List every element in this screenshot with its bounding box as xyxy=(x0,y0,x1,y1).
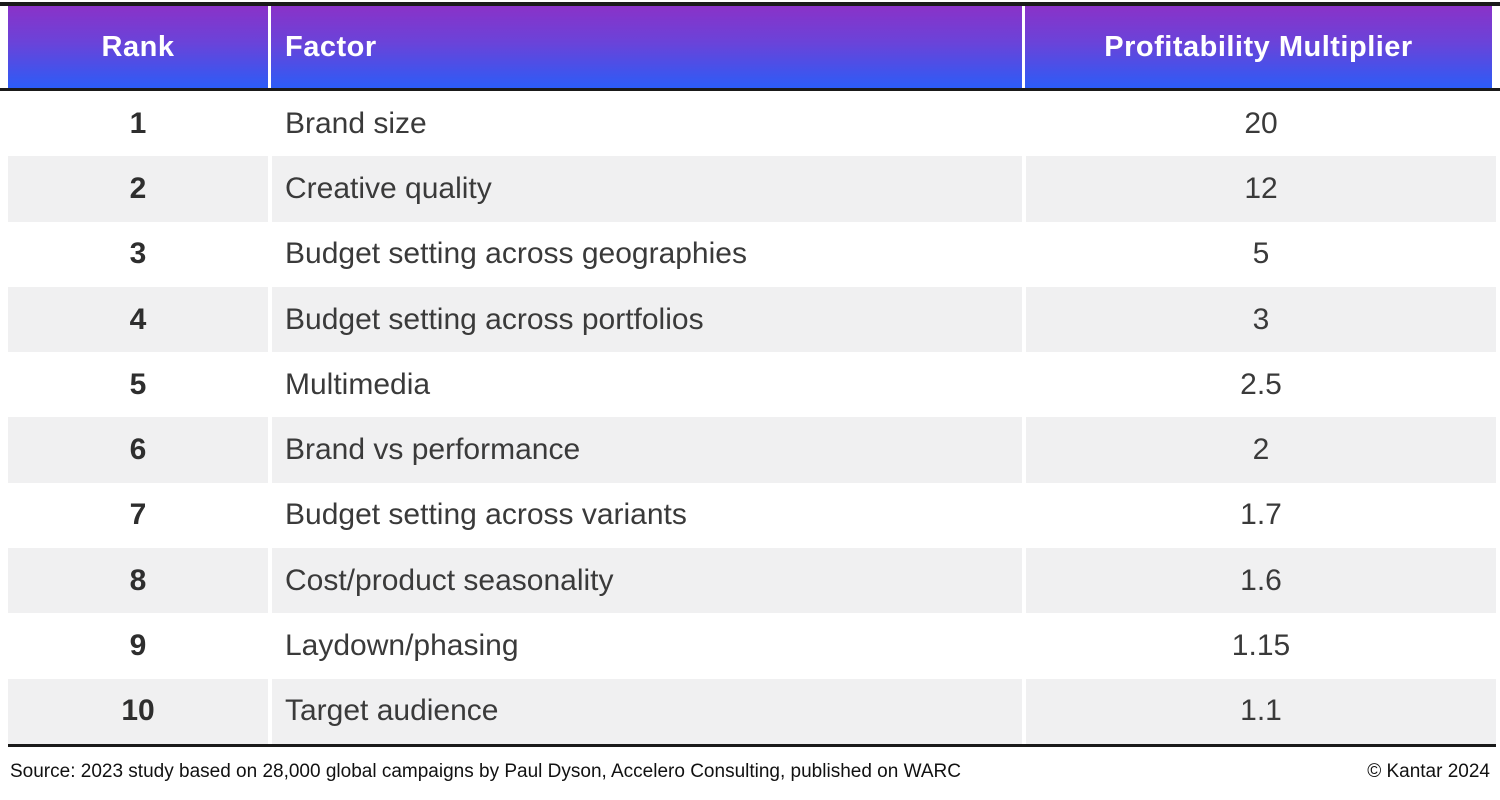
multiplier-cell: 2.5 xyxy=(1022,352,1496,418)
column-header-profitability-multiplier: Profitability Multiplier xyxy=(1022,6,1492,88)
multiplier-cell: 12 xyxy=(1022,156,1496,222)
rank-cell: 2 xyxy=(129,171,147,205)
multiplier-cell: 1.6 xyxy=(1022,548,1496,614)
source-note: Source: 2023 study based on 28,000 globa… xyxy=(10,761,961,783)
multiplier-cell: 20 xyxy=(1022,91,1496,157)
factor-cell: Brand size xyxy=(268,91,1022,157)
table-body: 1 Brand size 20 2 Creative quality 12 3 … xyxy=(8,91,1496,747)
multiplier-cell: 1.1 xyxy=(1022,678,1496,744)
rank-cell: 10 xyxy=(121,694,155,728)
multiplier-cell: 3 xyxy=(1022,286,1496,353)
table-row: 8 Cost/product seasonality 1.6 xyxy=(8,548,1496,614)
rank-cell: 7 xyxy=(129,498,147,532)
factor-cell: Budget setting across portfolios xyxy=(268,286,1022,353)
table-row: 10 Target audience 1.1 xyxy=(8,678,1496,744)
footer: Source: 2023 study based on 28,000 globa… xyxy=(0,747,1500,798)
table-row: 3 Budget setting across geographies 5 xyxy=(8,221,1496,287)
column-header-factor: Factor xyxy=(268,6,1022,88)
rank-cell: 1 xyxy=(129,106,147,140)
factor-cell: Laydown/phasing xyxy=(268,613,1022,679)
multiplier-cell: 5 xyxy=(1022,221,1496,287)
table-row: 1 Brand size 20 xyxy=(8,91,1496,157)
rank-cell: 6 xyxy=(129,433,147,467)
factor-cell: Budget setting across geographies xyxy=(268,221,1022,287)
factor-cell: Budget setting across variants xyxy=(268,482,1022,549)
factor-cell: Multimedia xyxy=(268,352,1022,418)
rank-cell: 5 xyxy=(129,367,147,401)
table-header-band: Rank Factor Profitability Multiplier xyxy=(0,2,1500,91)
table-row: 4 Budget setting across portfolios 3 xyxy=(8,286,1496,353)
factor-cell: Brand vs performance xyxy=(268,417,1022,483)
factor-cell: Cost/product seasonality xyxy=(268,548,1022,614)
table-header-row: Rank Factor Profitability Multiplier xyxy=(8,6,1492,88)
multiplier-cell: 2 xyxy=(1022,417,1496,483)
table-row: 5 Multimedia 2.5 xyxy=(8,352,1496,418)
table-row: 6 Brand vs performance 2 xyxy=(8,417,1496,483)
factor-cell: Target audience xyxy=(268,678,1022,744)
copyright-note: © Kantar 2024 xyxy=(1367,761,1490,783)
rank-cell: 9 xyxy=(129,629,147,663)
table-row: 7 Budget setting across variants 1.7 xyxy=(8,482,1496,549)
profitability-factors-table: Rank Factor Profitability Multiplier 1 B… xyxy=(0,2,1500,747)
table-row: 9 Laydown/phasing 1.15 xyxy=(8,613,1496,679)
table-row: 2 Creative quality 12 xyxy=(8,156,1496,222)
multiplier-cell: 1.15 xyxy=(1022,613,1496,679)
factor-cell: Creative quality xyxy=(268,156,1022,222)
rank-cell: 3 xyxy=(129,237,147,271)
rank-cell: 4 xyxy=(129,302,147,336)
column-header-rank: Rank xyxy=(101,30,175,63)
multiplier-cell: 1.7 xyxy=(1022,482,1496,549)
rank-cell: 8 xyxy=(129,563,147,597)
